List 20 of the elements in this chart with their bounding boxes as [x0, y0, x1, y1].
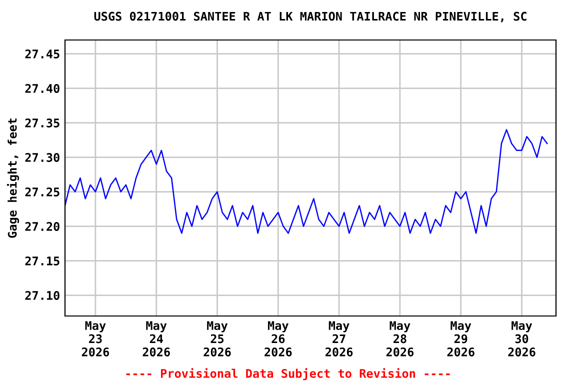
line-series [65, 129, 548, 234]
y-tick-label: 27.40 [25, 84, 60, 93]
x-tick-label: May 27 2026 [325, 321, 353, 356]
y-tick-label: 27.10 [25, 291, 60, 300]
y-tick-label: 27.20 [25, 222, 60, 231]
y-tick-label: 27.35 [25, 118, 60, 128]
chart-title: USGS 02171001 SANTEE R AT LK MARION TAILRACE NR PINEVILLE, SC [94, 12, 526, 22]
text: ---- Provisional Data Subject to Revision ---- [126, 368, 450, 380]
x-tick-label: May 28 2026 [386, 321, 414, 356]
y-tick-label: 27.25 [25, 188, 60, 196]
x-tick-label: May 24 2026 [142, 321, 170, 356]
x-tick-label: May 25 2026 [204, 321, 231, 356]
y-tick-label: 27.45 [25, 50, 60, 58]
y-tick-label: 27.15 [25, 256, 60, 266]
x-tick-label: May 26 2026 [264, 321, 292, 356]
y-tick-label: 27.30 [25, 153, 60, 162]
x-tick-label: May 29 2026 [447, 321, 474, 356]
y-axis-title: Gage height, feet [6, 118, 20, 238]
x-tick-label: May 30 2026 [508, 321, 536, 356]
x-tick-label: May 23 2026 [82, 321, 110, 356]
